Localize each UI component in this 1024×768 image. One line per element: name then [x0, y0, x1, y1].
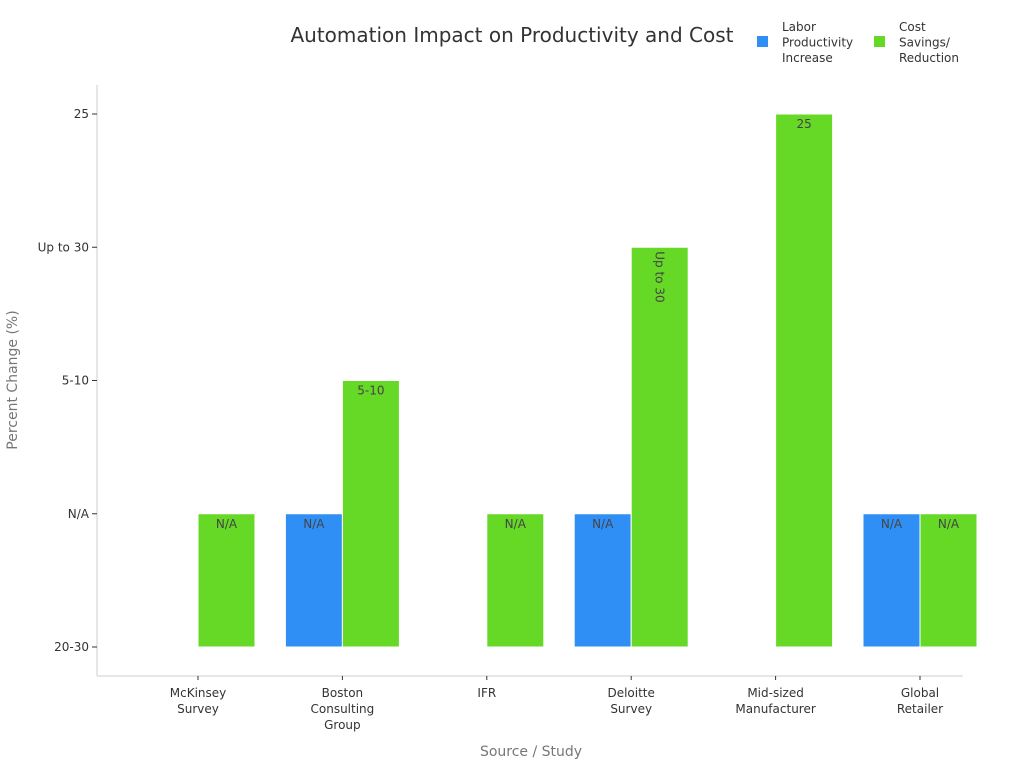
- bar-data-label: N/A: [592, 517, 614, 531]
- legend-label: Cost Savings/Reduction: [899, 20, 959, 65]
- y-tick-label: 25: [74, 107, 89, 121]
- legend-swatch: [757, 36, 768, 47]
- y-tick-label: 20-30: [54, 640, 89, 654]
- bar-data-label: Up to 30: [653, 251, 667, 302]
- y-tick-label: N/A: [68, 507, 90, 521]
- legend: Labor Productivity Increase Cost Savings/Red…: [757, 20, 959, 65]
- bar-cost-savings-reduction-1: [341, 380, 400, 648]
- x-tick-label: Global Retailer: [897, 686, 943, 716]
- bars: [197, 113, 978, 648]
- bar-cost-savings-reduction-3: [630, 246, 689, 648]
- x-axis: McKinsey Survey Boston Consulting Group IFR De…: [97, 675, 963, 732]
- bar-data-label: N/A: [881, 517, 903, 531]
- bar-labor-productivity-increase-1: [284, 513, 343, 648]
- bar-labels: N/A N/A N/A N/A 5-10 N/A Up to 30 25 N/A: [216, 117, 960, 531]
- x-tick-label: Boston Consulting Group: [311, 686, 375, 732]
- x-tick-label: McKinsey Survey: [170, 686, 227, 716]
- y-axis-title: Percent Change (%): [5, 310, 21, 449]
- y-axis: 20-30 N/A 5-10 Up to 30 25: [38, 85, 98, 676]
- x-tick-label: IFR: [477, 686, 496, 700]
- bar-data-label: N/A: [505, 517, 527, 531]
- bar-data-label: 5-10: [357, 384, 384, 398]
- bar-data-label: N/A: [938, 517, 960, 531]
- bar-data-label: N/A: [303, 517, 325, 531]
- bar-labor-productivity-increase-5: [862, 513, 921, 648]
- bar-data-label: 25: [796, 117, 811, 131]
- bar-cost-savings-reduction-2: [486, 513, 545, 648]
- bar-cost-savings-reduction-4: [775, 113, 834, 648]
- y-tick-label: Up to 30: [38, 240, 89, 254]
- y-tick-label: 5-10: [62, 374, 89, 388]
- chart-title: Automation Impact on Productivity and Co…: [290, 23, 733, 47]
- legend-label: Labor Productivity Increase: [782, 20, 853, 65]
- bar-cost-savings-reduction-0: [197, 513, 256, 648]
- bar-labor-productivity-increase-3: [573, 513, 632, 648]
- bar-cost-savings-reduction-5: [919, 513, 978, 648]
- bar-data-label: N/A: [216, 517, 238, 531]
- x-tick-label: Deloitte Survey: [607, 686, 654, 716]
- x-tick-label: Mid-sized Manufacturer: [735, 686, 815, 716]
- x-axis-title: Source / Study: [480, 744, 582, 760]
- legend-swatch: [874, 36, 885, 47]
